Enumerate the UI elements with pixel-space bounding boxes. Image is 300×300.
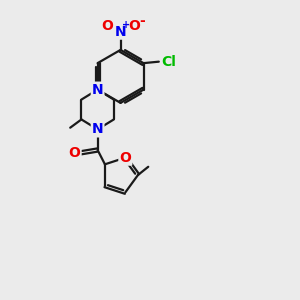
Text: O: O	[101, 19, 113, 33]
Text: O: O	[128, 19, 140, 33]
Text: N: N	[115, 25, 126, 39]
Text: N: N	[92, 122, 103, 136]
Text: O: O	[69, 146, 81, 160]
Text: -: -	[139, 14, 145, 28]
Text: O: O	[119, 151, 131, 165]
Text: N: N	[92, 82, 103, 97]
Text: Cl: Cl	[161, 55, 176, 69]
Text: +: +	[122, 20, 130, 30]
